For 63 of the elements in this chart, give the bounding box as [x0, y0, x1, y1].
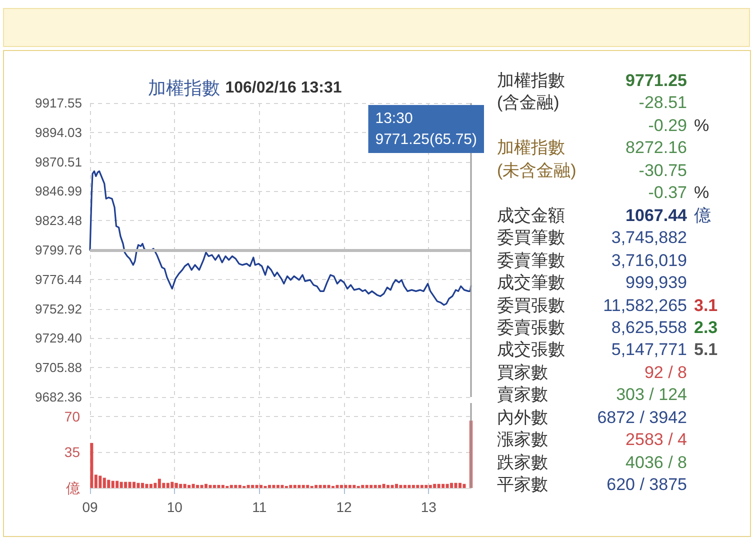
y-tick-label: 9894.03 — [35, 124, 82, 140]
text: 成交筆數 — [497, 273, 565, 292]
text: 加權指數 — [497, 138, 565, 158]
text: % — [694, 183, 710, 202]
text: 999,939 — [626, 273, 687, 292]
x-tick-label: 13 — [420, 499, 437, 515]
y-tick-label: 9823.48 — [35, 213, 82, 228]
text: 2.3 — [694, 318, 718, 337]
text: -0.29 — [648, 116, 687, 135]
text: 2583 / 4 — [626, 430, 687, 450]
text: 3.1 — [694, 296, 718, 314]
y-tick-label: 9846.99 — [35, 184, 82, 199]
text: 成交張數 — [497, 340, 565, 360]
y-tick-label: 億 — [66, 480, 80, 496]
text: 委買筆數 — [497, 228, 565, 248]
text: 3,716,019 — [611, 250, 687, 270]
ref-line-label: 13:30 9771.25(65.75) — [375, 110, 478, 148]
y-tick-label: 35 — [64, 444, 80, 460]
y-tick-label: 9799.76 — [35, 242, 82, 258]
text: 1067.44 — [626, 206, 687, 225]
text: 620 / 3875 — [606, 475, 687, 494]
text: % — [694, 116, 710, 135]
x-tick-label: 09 — [82, 499, 98, 515]
text: 5,147,771 — [611, 340, 687, 360]
y-tick-label: 9729.40 — [35, 330, 82, 346]
text: 6872 / 3942 — [597, 408, 687, 427]
text: 5.1 — [694, 340, 718, 360]
text: 9771.25 — [626, 71, 687, 90]
text: 漲家數 — [497, 430, 548, 450]
y-tick-label: 9682.36 — [35, 390, 82, 404]
text: 買家數 — [497, 362, 548, 382]
text: 平家數 — [497, 475, 548, 494]
text: -28.51 — [638, 93, 687, 112]
y-tick-label: 70 — [64, 408, 80, 424]
x-tick-label: 11 — [252, 499, 267, 515]
text: (含金融) — [497, 93, 560, 112]
text: 內外數 — [497, 408, 548, 427]
text: 4036 / 8 — [626, 452, 687, 472]
text: -30.75 — [638, 160, 687, 180]
text: 委賣筆數 — [497, 250, 565, 270]
chart-title: 加權指數 106/02/16 13:31 — [148, 78, 342, 98]
text: 3,745,882 — [611, 228, 687, 248]
text: 加權指數 — [497, 71, 565, 90]
text: -0.37 — [648, 183, 687, 202]
text: 委賣張數 — [497, 318, 565, 337]
text: 億 — [694, 206, 711, 225]
text: 11,582,265 — [603, 296, 687, 314]
text: 303 / 124 — [616, 385, 687, 404]
y-tick-label: 9752.92 — [35, 301, 82, 316]
y-tick-label: 9705.88 — [35, 360, 82, 376]
x-tick-label: 10 — [166, 499, 183, 515]
text: 成交金額 — [497, 206, 565, 225]
text: 跌家數 — [497, 452, 548, 472]
text: 賣家數 — [497, 385, 548, 404]
x-tick-label: 12 — [336, 499, 352, 515]
text: (未含金融) — [497, 160, 576, 180]
text: 92 / 8 — [644, 362, 687, 382]
y-tick-label: 9776.44 — [35, 272, 82, 287]
text: 8272.16 — [626, 138, 687, 158]
y-tick-label: 9870.51 — [35, 154, 82, 170]
text: 8,625,558 — [611, 318, 687, 337]
text: 委買張數 — [497, 296, 565, 314]
y-tick-label: 9917.55 — [35, 96, 82, 110]
